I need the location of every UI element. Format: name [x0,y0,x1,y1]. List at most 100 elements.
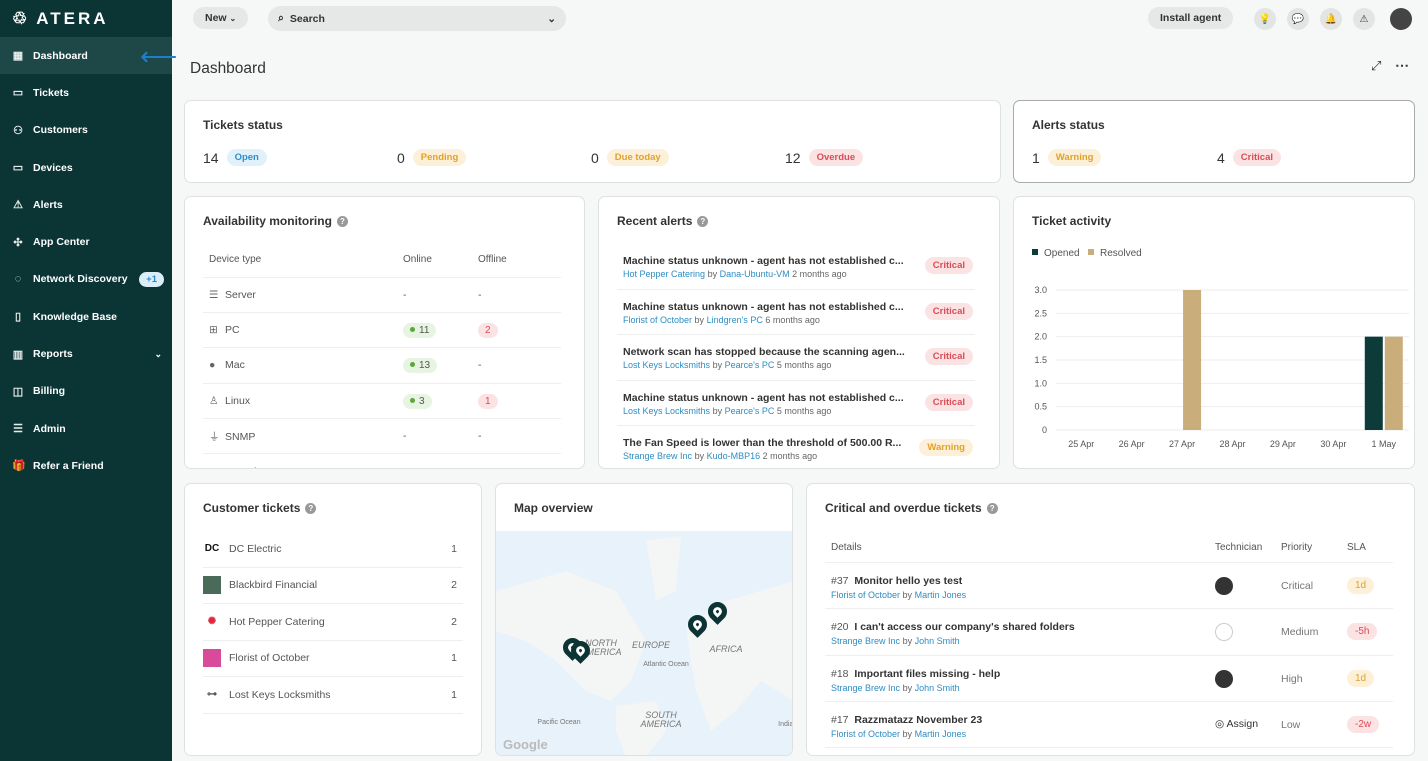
more-options-icon[interactable]: ⋯ [1395,57,1409,73]
ticket-status-due-today[interactable]: 0 Due today [591,149,669,166]
customer-row[interactable]: Florist of October 1 [203,641,463,677]
customer-link[interactable]: Strange Brew Inc [831,636,901,647]
lightbulb-icon[interactable]: 💡 [1254,8,1276,30]
availability-table: Device type Online Offline ☰ Server - - ⊞ PC 11 2 ●… [203,243,561,468]
sidebar-item-network-discovery[interactable]: ◌ Network Discovery +1 [0,261,172,298]
user-avatar[interactable] [1390,8,1412,30]
sidebar-item-admin[interactable]: ☰ Admin [13,422,66,436]
user-link[interactable]: Martin Jones [914,728,967,739]
help-icon[interactable]: ? [305,503,317,514]
availability-card: Availability monitoring? Device type Onli… [184,196,585,469]
customer-tickets-card: Customer tickets? DC DC Electric 1 Blackbir… [184,483,482,756]
customer-link[interactable]: Florist of October [831,590,901,600]
sidebar-item-app-center[interactable]: ✣ App Center [13,236,90,249]
ticket-title-link[interactable]: Monitor hello yes test [854,575,963,587]
chevron-down-icon[interactable]: ⌄ [547,12,556,25]
alert-item[interactable]: The Fan Speed is lower than the threshol… [617,426,975,468]
customer-link[interactable]: Lost Keys Locksmiths [623,360,711,370]
device-row-generic[interactable]: ▦Generic [203,453,561,468]
sidebar-item-devices[interactable]: ▭ Devices [12,161,73,175]
alert-item[interactable]: Machine status unknown - agent has not e… [617,290,975,335]
ticket-status-overdue[interactable]: 12 Overdue [785,149,864,166]
world-map[interactable]: NORTH AMERICA EUROPE AFRICA SOUTH AMERICA At… [496,531,792,755]
install-agent-button[interactable]: Install agent [1148,7,1234,29]
ticket-row[interactable]: #18 Important files missing - help Strang… [825,656,1393,702]
monitor-icon: ▭ [12,162,24,175]
chat-icon[interactable]: 💬 [1287,8,1309,30]
sidebar-item-alerts[interactable]: ⚠ Alerts [13,198,63,212]
alert-status-warning[interactable]: 1 Warning [1032,149,1102,166]
device-row-linux[interactable]: ♙ Linux 3 1 [203,383,561,420]
customer-link[interactable]: Lost Keys Locksmiths [623,405,711,416]
customer-row[interactable]: Blackbird Financial 2 [203,568,463,604]
customer-link[interactable]: Hot Pepper Catering [623,269,706,279]
atera-logo[interactable]: ♲ ATERA [12,8,109,28]
expand-icon[interactable]: ⤢ [1371,58,1382,73]
technician-avatar[interactable] [1215,669,1233,688]
sidebar-item-tickets[interactable]: ▭ Tickets [12,86,69,100]
customer-link[interactable]: Strange Brew Inc [831,682,901,693]
search-input[interactable]: ⌕ Search ⌄ [268,6,566,31]
bell-icon[interactable]: 🔔 [1320,8,1342,30]
customer-row[interactable]: ✺ Hot Pepper Catering 2 [203,604,463,641]
new-button[interactable]: New ⌄ [193,7,249,29]
legend-label: Resolved [1100,248,1142,259]
ticket-row[interactable]: #20 I can't access our company's shared … [825,609,1393,656]
device-link[interactable]: Dana-Ubuntu-VM [719,269,790,279]
online-count: 11 [403,312,478,349]
ticket-title-link[interactable]: I can't access our company's shared fold… [854,621,1075,634]
x-tick-label: 29 Apr [1270,439,1296,449]
ticket-title-link[interactable]: Razzmatazz November 23 [854,713,983,726]
sidebar-item-dashboard[interactable]: ▦ Dashboard [0,37,172,75]
warning-icon[interactable]: ⚠ [1353,8,1375,30]
customer-link[interactable]: Florist of October [623,314,693,325]
alert-item[interactable]: Machine status unknown - agent has not e… [617,381,975,426]
customer-row[interactable]: ⊶ Lost Keys Locksmiths 1 [203,677,463,714]
sidebar-item-reports[interactable]: ▥ Reports ⌄ [12,348,162,361]
puzzle-icon: ✣ [13,236,23,249]
chevron-down-icon[interactable]: ⌄ [154,348,162,359]
ticket-status-pending[interactable]: 0 Pending [397,149,467,166]
critical-overdue-card: Critical and overdue tickets? Details Tec… [806,483,1415,756]
ticket-status-open[interactable]: 14 Open [203,149,267,166]
user-link[interactable]: John Smith [914,636,960,647]
customers-icon: ⚇ [13,124,23,137]
help-icon[interactable]: ? [697,216,709,227]
sidebar-item-billing[interactable]: ◫ Billing [12,385,66,398]
customer-row[interactable]: DC DC Electric 1 [203,531,463,568]
assign-button[interactable]: ◎ Assign [1215,717,1259,730]
customer-link[interactable]: Florist of October [831,728,901,739]
ticket-row[interactable]: #17 Razzmatazz November 23 Florist of Oct… [825,702,1393,749]
ticket-row[interactable]: #37 Monitor hello yes test Florist of Oct… [825,563,1393,610]
device-link[interactable]: Lindgren's PC [706,314,763,325]
device-row-mac[interactable]: ● Mac 13- [203,347,561,384]
alert-item[interactable]: Network scan has stopped because the sca… [617,335,975,381]
technician-avatar[interactable] [1215,623,1233,642]
user-link[interactable]: Martin Jones [914,590,967,600]
offline-count [478,453,561,468]
alert-item[interactable]: Machine status unknown - agent has not e… [617,244,975,290]
sidebar-item-refer-a-friend[interactable]: 🎁 Refer a Friend [12,459,104,473]
reports-icon: ▥ [12,348,24,361]
ticket-title-link[interactable]: Important files missing - help [854,667,1001,680]
generic-icon: ▦ [209,466,225,468]
device-link[interactable]: Pearce's PC [724,405,775,416]
help-icon[interactable]: ? [986,503,998,514]
severity-badge: Critical [924,393,973,411]
technician-avatar[interactable] [1215,577,1233,595]
device-row-server[interactable]: ☰ Server - - [203,277,561,313]
sidebar-item-customers[interactable]: ⚇ Customers [13,124,88,137]
customer-link[interactable]: Strange Brew Inc [623,451,693,461]
alert-status-critical[interactable]: 4 Critical [1217,149,1282,166]
device-link[interactable]: Pearce's PC [724,360,775,370]
user-link[interactable]: John Smith [914,682,960,693]
map-landmass [496,536,792,755]
sidebar-item-knowledge-base[interactable]: ▯ Knowledge Base [0,298,172,335]
device-row-pc[interactable]: ⊞ PC 11 2 [203,312,561,349]
device-row-snmp[interactable]: ⏚ SNMP - - [203,418,561,455]
column-header: Offline [478,243,561,278]
map-label: Pacific Ocean [537,719,581,726]
map-label: SOUTH AMERICA [640,710,682,729]
help-icon[interactable]: ? [336,216,348,227]
device-link[interactable]: Kudo-MBP16 [706,451,761,461]
